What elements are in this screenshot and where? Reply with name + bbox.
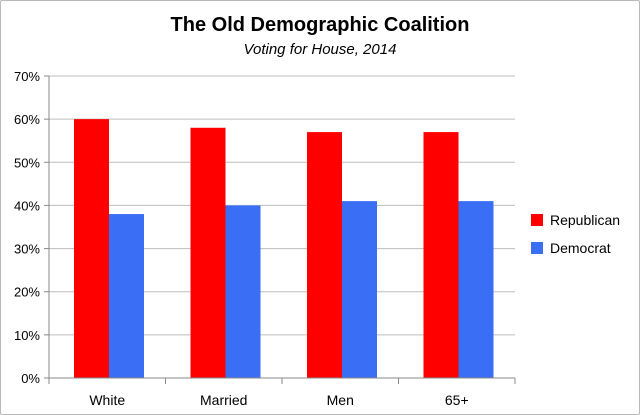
y-tick-label: 50% [14, 155, 40, 170]
y-tick-label: 0% [21, 371, 40, 386]
legend-label-republican: Republican [550, 212, 620, 228]
y-tick-label: 70% [14, 69, 40, 84]
y-tick-label: 60% [14, 112, 40, 127]
legend-label-democrat: Democrat [550, 240, 611, 256]
chart-title: The Old Demographic Coalition [170, 14, 470, 36]
legend: Republican Democrat [531, 212, 620, 256]
y-tick-label: 10% [14, 328, 40, 343]
bar-democrat-1 [225, 205, 261, 378]
bar-democrat-0 [109, 214, 144, 378]
x-category-label: Married [200, 392, 247, 408]
legend-swatch-republican [531, 214, 543, 226]
bar-republican-0 [74, 119, 109, 379]
bar-republican-2 [307, 132, 342, 378]
bar-republican-3 [423, 132, 459, 378]
x-category-label: Men [327, 392, 354, 408]
x-category-label: White [89, 392, 125, 408]
x-axis-labels: White Married Men 65+ [89, 392, 468, 408]
y-tick-label: 30% [14, 242, 40, 257]
bar-democrat-2 [342, 201, 377, 378]
legend-swatch-democrat [531, 242, 543, 254]
bar-democrat-3 [458, 201, 494, 378]
axes [44, 76, 516, 384]
y-tick-label: 40% [14, 198, 40, 213]
chart-subtitle: Voting for House, 2014 [243, 41, 397, 58]
y-tick-label: 20% [14, 285, 40, 300]
bars [74, 119, 494, 379]
x-category-label: 65+ [445, 392, 469, 408]
y-axis-ticks: 0% 10% 20% 30% 40% 50% 60% 70% [14, 69, 49, 386]
bar-republican-1 [190, 127, 226, 379]
